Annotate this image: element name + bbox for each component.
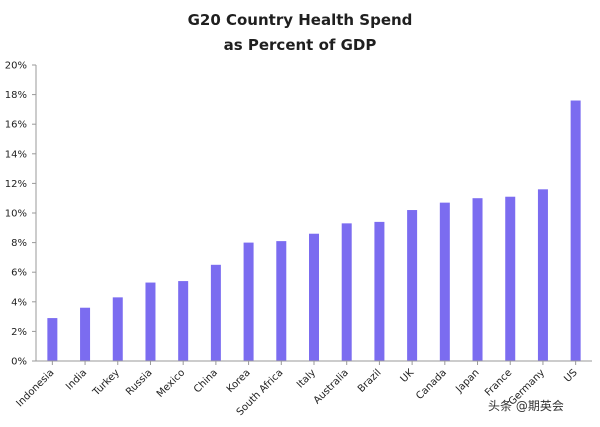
x-tick-label: Italy	[295, 367, 318, 390]
y-tick-label: 12%	[5, 179, 27, 190]
y-axis: 0% 2% 4% 6% 8% 10% 12% 14% 16% 18% 20%	[5, 61, 37, 368]
bar-italy	[309, 233, 319, 361]
bars	[47, 100, 581, 362]
bar-mexico	[178, 281, 189, 361]
x-tick-label: Brazil	[356, 367, 384, 395]
x-tick-label: Mexico	[155, 367, 187, 399]
x-tick-label: US	[562, 367, 579, 384]
x-tick-label: India	[64, 367, 89, 392]
bar-brazil	[374, 221, 385, 361]
chart-title: G20 Country Health Spend as Percent of G…	[188, 11, 413, 54]
x-tick-label: Japan	[453, 367, 481, 395]
bar-china	[210, 264, 221, 361]
bar-india	[80, 307, 91, 361]
x-tick-label: Turkey	[90, 367, 122, 399]
chart-title-line-1: G20 Country Health Spend	[188, 11, 413, 29]
y-tick-label: 0%	[11, 357, 27, 368]
x-tick-label: Korea	[225, 367, 253, 395]
bar-uk	[407, 210, 418, 361]
y-tick-label: 14%	[5, 149, 27, 160]
y-tick-label: 20%	[5, 61, 27, 72]
y-tick-label: 4%	[11, 297, 27, 308]
x-tick-label: UK	[399, 367, 417, 385]
bar-germany	[537, 189, 548, 361]
y-tick-label: 18%	[5, 90, 27, 101]
x-tick-label: Russia	[124, 367, 155, 398]
x-tick-label: Indonesia	[15, 367, 57, 409]
bar-russia	[145, 282, 156, 361]
bar-indonesia	[47, 318, 58, 361]
y-tick-label: 10%	[5, 209, 27, 220]
x-tick-label: Canada	[414, 367, 449, 402]
y-tick-label: 2%	[11, 327, 27, 338]
y-tick-label: 16%	[5, 120, 27, 131]
watermark-text: 头条 @期英会	[488, 399, 564, 413]
bar-japan	[472, 198, 483, 361]
y-tick-label: 6%	[11, 268, 27, 279]
y-tick-label: 8%	[11, 238, 27, 249]
bar-france	[505, 196, 516, 361]
x-tick-label: China	[192, 367, 220, 395]
bar-canada	[439, 202, 450, 361]
bar-turkey	[112, 297, 123, 361]
bar-us	[570, 100, 581, 362]
x-tick-label: Australia	[312, 367, 351, 406]
bar-australia	[341, 223, 352, 361]
bar-south-africa	[276, 241, 287, 361]
chart-title-line-2: as Percent of GDP	[224, 36, 377, 54]
x-tick-label: France	[483, 367, 514, 398]
watermark: 头条 @期英会	[488, 399, 564, 413]
bar-korea	[243, 242, 254, 361]
